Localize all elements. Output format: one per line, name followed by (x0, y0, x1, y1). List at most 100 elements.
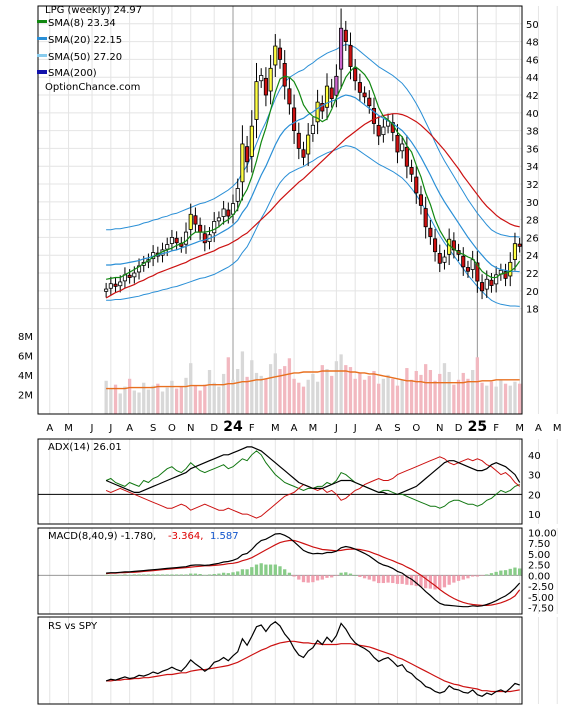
month-label: A (46, 423, 53, 434)
candle-body (517, 243, 522, 247)
macd-histogram-bar (174, 574, 179, 576)
volume-bar (344, 365, 348, 414)
macd-frame (37, 527, 523, 615)
month-label: S (150, 423, 156, 434)
candle-body (108, 283, 113, 289)
candle-body (362, 92, 367, 98)
macd-tick-label: 10.00 (528, 528, 557, 539)
candle-body (259, 75, 264, 82)
macd-histogram-bar (156, 574, 160, 576)
month-label: A (535, 423, 542, 434)
adx-label: ADX(14) 26.01 (48, 442, 122, 453)
volume-bar (193, 385, 198, 414)
price-tick-label: 20 (526, 287, 539, 298)
volume-bar (442, 363, 447, 414)
volume-bar (174, 388, 179, 414)
volume-panel: 2M 4M 6M 8M (18, 5, 523, 415)
month-label: M (309, 423, 318, 434)
candle-body (400, 143, 405, 152)
macd-histogram-bar (127, 574, 132, 576)
month-label: N (436, 423, 443, 434)
candle-body (315, 101, 320, 123)
candle-body (512, 243, 517, 260)
legend-sma8: SMA(8) 23.34 (48, 18, 116, 29)
volume-bar (165, 387, 169, 414)
macd-histogram-bar (362, 575, 367, 579)
candle-body (339, 27, 344, 70)
macd-histogram-bar (320, 575, 324, 580)
volume-bar (297, 382, 301, 414)
macd-histogram-bar (409, 575, 414, 586)
volume-bar (372, 370, 376, 414)
macd-histogram-bar (240, 569, 245, 576)
macd-histogram-bar (377, 575, 381, 584)
macd-tick-label: 5.00 (528, 550, 550, 561)
volume-bar (170, 380, 174, 414)
volume-bar (259, 375, 263, 414)
legend-swatch-sma200 (37, 70, 47, 74)
month-label: A (375, 423, 382, 434)
candle-body (433, 238, 438, 253)
volume-bar (438, 373, 442, 414)
macd-histogram-bar (311, 575, 315, 583)
volume-bar (273, 353, 277, 414)
volume-bar (198, 390, 202, 414)
candle-body (282, 63, 287, 87)
macd-histogram-bar (306, 575, 310, 583)
volume-bar (203, 384, 207, 414)
volume-bar (424, 364, 428, 414)
price-tick-label: 48 (526, 38, 539, 49)
volume-bar (160, 391, 165, 414)
volume-bar (325, 369, 329, 414)
candle-body (202, 233, 207, 244)
volume-bar (433, 380, 437, 414)
price-tick-label: 28 (526, 216, 539, 227)
macd-histogram-bar (160, 574, 165, 576)
candle-body (268, 67, 273, 92)
candle-body (404, 146, 409, 167)
candle-body (113, 283, 118, 287)
macd-panel: 10.007.505.002.500.00-2.50-5.00-7.50 (37, 527, 558, 615)
adx-panel: 10 20 30 40 (37, 438, 558, 525)
macd-histogram-bar (301, 575, 306, 583)
volume-bar (146, 389, 151, 414)
candle-body (357, 82, 362, 93)
candle-body (287, 88, 292, 105)
macd-label: MACD(8,40,9) -1.780, (48, 531, 156, 542)
month-label: O (412, 423, 420, 434)
macd-histogram-bar (367, 575, 371, 580)
volume-bar (221, 373, 226, 414)
macd-histogram-bar (179, 574, 183, 576)
volume-bar (268, 364, 273, 414)
month-label: D (455, 423, 463, 434)
volume-bar (189, 363, 193, 414)
macd-histogram-bar (391, 575, 395, 584)
price-tick-label: 18 (526, 305, 539, 316)
macd-histogram-bar (452, 575, 456, 583)
volume-bar (518, 383, 522, 414)
candle-body (245, 146, 250, 163)
candle-body (484, 278, 489, 290)
price-tick-label: 22 (526, 269, 539, 280)
candle-body (465, 267, 471, 272)
volume-bar (212, 382, 216, 414)
candle-body (296, 132, 301, 149)
rs-panel (37, 616, 558, 705)
candle-body (348, 44, 353, 67)
volume-bar (226, 357, 230, 414)
candle-body (334, 75, 339, 96)
candle-body (503, 271, 508, 279)
candle-body (306, 134, 311, 155)
macd-histogram-bar (489, 573, 494, 576)
rs-line (105, 621, 520, 697)
volume-bar (142, 382, 146, 414)
macd-histogram-bar (193, 573, 198, 576)
ticker-label: LPG (weekly) 24.97 (45, 5, 142, 16)
macd-histogram-bar (400, 575, 404, 584)
macd-histogram-bar (297, 575, 301, 580)
macd-histogram-bar (348, 573, 353, 576)
month-label: S (394, 423, 400, 434)
volume-bar (315, 381, 320, 414)
volume-bar (179, 386, 183, 414)
legend-sma50: SMA(50) 27.20 (48, 52, 122, 63)
